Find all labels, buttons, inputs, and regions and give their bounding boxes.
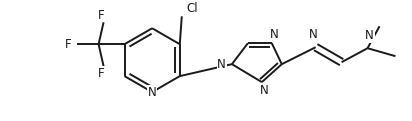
Text: N: N <box>260 84 268 97</box>
Text: F: F <box>98 9 105 22</box>
Text: N: N <box>365 29 374 42</box>
Text: F: F <box>66 38 72 51</box>
Text: N: N <box>217 58 226 71</box>
Text: N: N <box>269 28 278 41</box>
Text: Cl: Cl <box>187 2 199 15</box>
Text: N: N <box>148 86 157 99</box>
Text: N: N <box>309 28 318 41</box>
Text: F: F <box>98 67 105 80</box>
